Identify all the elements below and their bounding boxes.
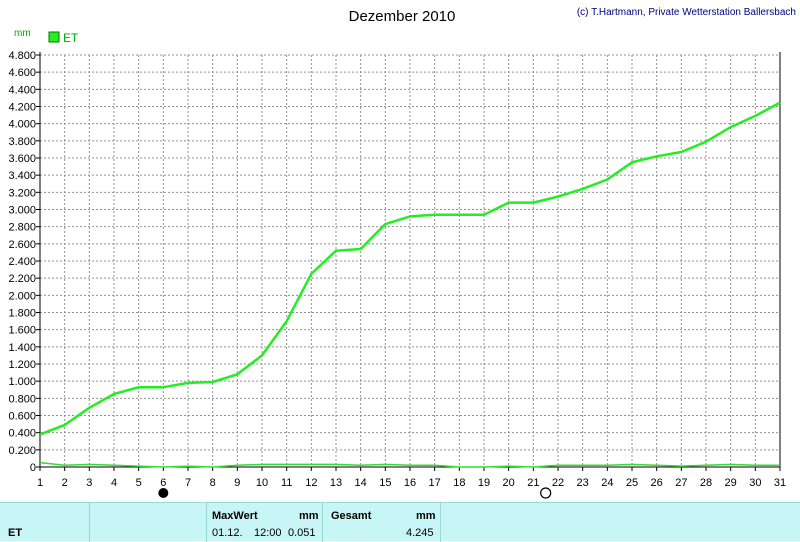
x-tick-label: 22 <box>552 477 564 489</box>
y-tick-label: 1.400 <box>8 342 36 354</box>
series-lines <box>39 101 781 436</box>
x-tick-label: 6 <box>160 477 166 489</box>
y-tick-label: 4.600 <box>8 67 36 79</box>
footer-max-value: 0.051 <box>288 527 316 539</box>
x-tick-label: 30 <box>749 477 761 489</box>
grid <box>40 54 781 467</box>
x-tick-label: 13 <box>330 477 342 489</box>
x-tick-labels: 1 2 3 4 5 6 7 8 9 10 11 12 13 14 15 16 17 18 19 20 21 22 23 24 2… <box>37 477 786 489</box>
y-tick-label: 1.200 <box>8 359 36 371</box>
footer-max-date: 01.12. <box>212 527 243 539</box>
y-tick-label: 3.200 <box>8 187 36 199</box>
y-tick-label: 3.600 <box>8 153 36 165</box>
y-tick-label: 2.800 <box>8 222 36 234</box>
y-tick-label: 3.800 <box>8 136 36 148</box>
x-tick-label: 2 <box>62 477 68 489</box>
y-tick-label: 2.200 <box>8 273 36 285</box>
footer-total-value: 4.245 <box>406 527 434 539</box>
y-tick-labels: 0 0.200 0.400 0.600 0.800 1.000 1.200 1.400 1.60… <box>8 50 36 474</box>
x-tick-label: 9 <box>234 477 240 489</box>
x-tick-label: 11 <box>281 477 292 489</box>
moon-phases <box>158 487 552 499</box>
footer-series-name: ET <box>8 527 23 539</box>
x-tick-label: 24 <box>601 477 613 489</box>
footer-series-cell: ET <box>0 503 90 542</box>
footer-total-unit: mm <box>416 510 436 522</box>
y-tick-label: 0.200 <box>8 445 36 457</box>
full-moon-icon <box>540 487 552 499</box>
y-tick-label: 0.800 <box>8 393 36 405</box>
x-tick-label: 4 <box>111 477 117 489</box>
footer-max-time: 12:00 <box>254 527 282 539</box>
footer-total-label: Gesamt <box>331 510 372 522</box>
y-tick-label: 3.000 <box>8 205 36 217</box>
x-tick-label: 28 <box>700 477 712 489</box>
x-tick-label: 14 <box>355 477 367 489</box>
copyright-label: (c) T.Hartmann, Private Wetterstation Ba… <box>577 7 796 18</box>
legend-label-et: ET <box>63 31 79 45</box>
y-tick-label: 3.400 <box>8 170 36 182</box>
y-tick-label: 4.400 <box>8 84 36 96</box>
x-tick-label: 1 <box>37 477 43 489</box>
x-tick-label: 25 <box>626 477 638 489</box>
x-tick-label: 20 <box>503 477 515 489</box>
legend-swatch-et <box>48 31 60 43</box>
x-tick-label: 8 <box>210 477 216 489</box>
x-tick-label: 3 <box>86 477 92 489</box>
x-tick-label: 19 <box>478 477 490 489</box>
footer-max-unit: mm <box>299 510 319 522</box>
y-tick-label: 2.000 <box>8 290 36 302</box>
y-tick-label: 0 <box>30 462 36 474</box>
x-tick-label: 21 <box>527 477 539 489</box>
x-tick-label: 12 <box>305 477 317 489</box>
x-tick-label: 26 <box>651 477 663 489</box>
footer-max-cell: MaxWert mm 01.12. 12:00 0.051 <box>207 503 323 542</box>
x-tick-label: 18 <box>453 477 465 489</box>
y-tick-label: 0.600 <box>8 411 36 423</box>
y-tick-label: 1.000 <box>8 376 36 388</box>
y-tick-label: 2.400 <box>8 256 36 268</box>
y-tick-label: 1.800 <box>8 308 36 320</box>
x-tick-label: 23 <box>577 477 589 489</box>
y-tick-label: 4.800 <box>8 50 36 62</box>
x-tick-label: 31 <box>774 477 786 489</box>
daily-series <box>39 461 780 468</box>
chart: Dezember 2010 (c) T.Hartmann, Private We… <box>8 7 796 499</box>
footer-max-label: MaxWert <box>212 510 258 522</box>
chart-title: Dezember 2010 <box>349 8 456 25</box>
x-tick-label: 29 <box>725 477 737 489</box>
x-tick-label: 27 <box>675 477 687 489</box>
y-tick-label: 2.600 <box>8 239 36 251</box>
summary-footer: ET MaxWert mm 01.12. 12:00 0.051 Gesamt … <box>0 502 800 542</box>
y-tick-label: 4.200 <box>8 102 36 114</box>
x-tick-label: 17 <box>429 477 441 489</box>
y-unit-label: mm <box>14 28 31 39</box>
footer-empty-cell <box>90 503 207 542</box>
footer-total-cell: Gesamt mm 4.245 <box>323 503 441 542</box>
series-line-et <box>39 101 781 436</box>
new-moon-icon <box>158 488 169 498</box>
x-tick-label: 7 <box>185 477 191 489</box>
y-tick-label: 0.400 <box>8 428 36 440</box>
x-tick-label: 16 <box>404 477 416 489</box>
x-tick-label: 15 <box>379 477 391 489</box>
y-tick-label: 1.600 <box>8 325 36 337</box>
series-daily-line <box>39 461 780 468</box>
y-tick-label: 4.000 <box>8 119 36 131</box>
x-tick-label: 10 <box>256 477 268 489</box>
x-tick-label: 5 <box>136 477 142 489</box>
